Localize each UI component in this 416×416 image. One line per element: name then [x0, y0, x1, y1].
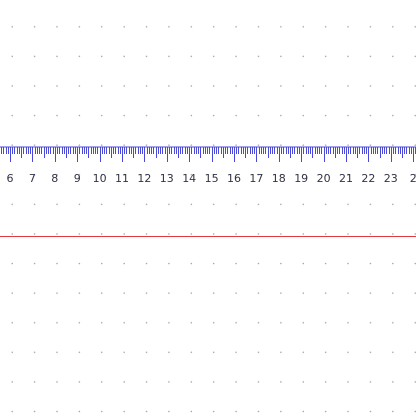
ruler-tick-label: 11 — [115, 172, 129, 185]
horizontal-guide-line[interactable] — [0, 236, 416, 237]
ruler-tick-label: 17 — [249, 172, 264, 185]
ruler-tick-label: 23 — [383, 172, 398, 185]
ruler-tick-label: 18 — [271, 172, 286, 185]
horizontal-ruler[interactable]: 6 7 8 9 10 11 12 13 14 15 16 17 18 19 20 21 22 23 2 — [0, 146, 416, 192]
ruler-tick-label: 16 — [227, 172, 241, 185]
ruler-tick-label: 7 — [28, 172, 36, 185]
ruler-tick-label: 20 — [316, 172, 331, 185]
ruler-tick-label: 15 — [204, 172, 219, 185]
ruler-tick-label: 9 — [73, 172, 81, 185]
ruler-tick-label: 12 — [137, 172, 152, 185]
ruler-tick-label: 6 — [6, 172, 14, 185]
ruler-tick-label: 8 — [51, 172, 59, 185]
ruler-tick-label: 13 — [159, 172, 174, 185]
ruler-tick-label: 21 — [339, 172, 353, 185]
ruler-tick-label: 19 — [294, 172, 309, 185]
ruler-tick-label: 10 — [92, 172, 107, 185]
ruler-tick-label: 22 — [361, 172, 376, 185]
ruler-ticks — [0, 146, 416, 162]
ruler-tick-label: 14 — [182, 172, 197, 185]
ruler-tick-label: 2 — [409, 172, 416, 185]
